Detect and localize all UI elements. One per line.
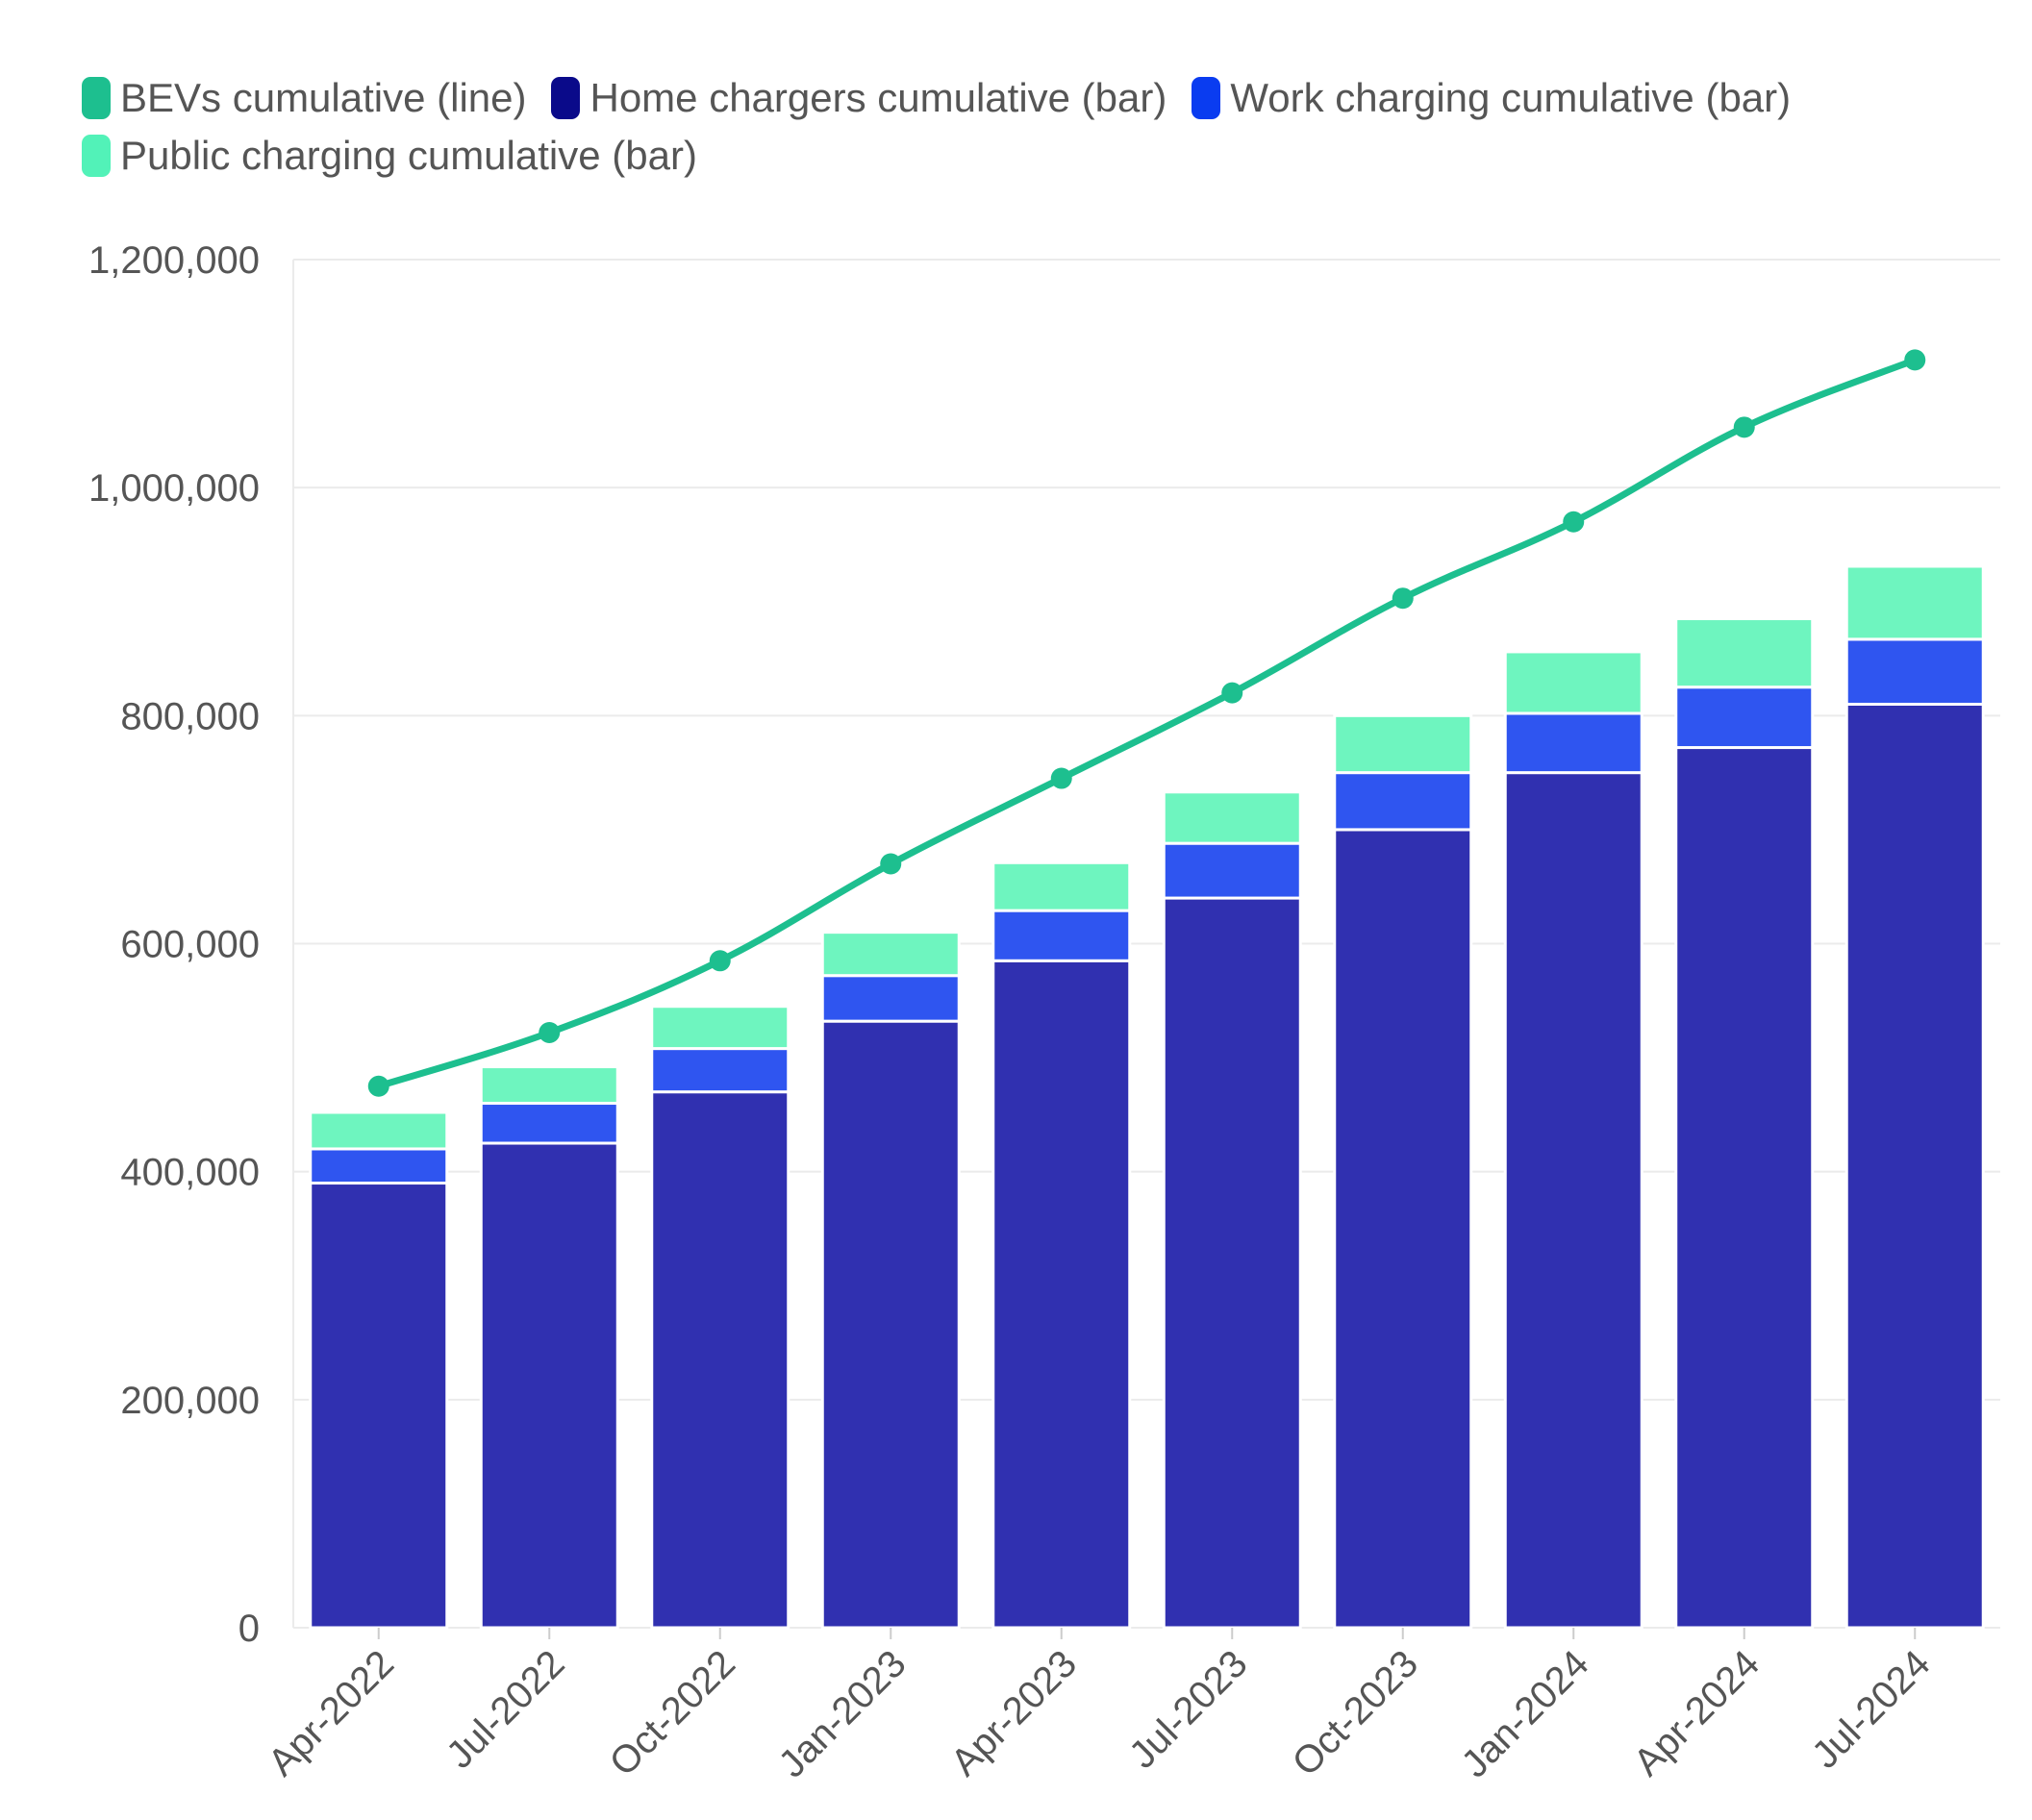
point-bevs[interactable] bbox=[367, 1075, 389, 1097]
x-axis: Apr-2022 Jul-2022 Oct-2022 Jan-2023 Apr-2023… bbox=[261, 1628, 1939, 1785]
bar-home[interactable] bbox=[1844, 702, 1985, 1630]
x-tick-label: Apr-2022 bbox=[261, 1642, 402, 1783]
x-tick-label: Jan-2024 bbox=[1454, 1642, 1597, 1785]
bar-work[interactable] bbox=[1333, 771, 1473, 832]
bar-public[interactable] bbox=[1333, 713, 1473, 775]
point-bevs[interactable] bbox=[1733, 416, 1755, 438]
x-tick-label: Jul-2024 bbox=[1804, 1642, 1939, 1777]
y-tick-label: 0 bbox=[238, 1608, 260, 1650]
bar-work[interactable] bbox=[1162, 841, 1302, 900]
bar-work[interactable] bbox=[650, 1047, 790, 1094]
point-bevs[interactable] bbox=[1221, 682, 1243, 704]
y-tick-label: 400,000 bbox=[120, 1152, 260, 1194]
bar-layer bbox=[309, 564, 1985, 1630]
bar-work[interactable] bbox=[1844, 637, 1985, 706]
line-bevs bbox=[377, 357, 1917, 1090]
bar-work[interactable] bbox=[1674, 686, 1815, 750]
bar-public[interactable] bbox=[309, 1110, 449, 1151]
legend-label-public: Public charging cumulative (bar) bbox=[120, 133, 697, 178]
x-tick-label: Oct-2022 bbox=[602, 1642, 743, 1783]
bar-home[interactable] bbox=[479, 1141, 619, 1630]
x-tick-label: Jan-2023 bbox=[771, 1642, 915, 1785]
point-bevs[interactable] bbox=[539, 1021, 561, 1043]
point-bevs[interactable] bbox=[1050, 767, 1072, 789]
point-bevs[interactable] bbox=[1392, 587, 1414, 610]
bar-public[interactable] bbox=[1162, 790, 1302, 845]
bar-home[interactable] bbox=[1333, 828, 1473, 1630]
bar-public[interactable] bbox=[650, 1005, 790, 1051]
bar-work[interactable] bbox=[1503, 711, 1643, 775]
bar-public[interactable] bbox=[479, 1065, 619, 1106]
bar-public[interactable] bbox=[991, 860, 1132, 912]
y-tick-label: 1,000,000 bbox=[88, 467, 260, 510]
point-bevs[interactable] bbox=[1563, 511, 1585, 533]
x-tick-label: Apr-2024 bbox=[1626, 1642, 1768, 1783]
legend-item-public[interactable]: Public charging cumulative (bar) bbox=[82, 133, 697, 179]
legend-label-home: Home chargers cumulative (bar) bbox=[590, 75, 1167, 120]
bar-work[interactable] bbox=[309, 1147, 449, 1185]
bar-home[interactable] bbox=[1503, 771, 1643, 1630]
x-tick-label: Oct-2023 bbox=[1285, 1642, 1426, 1783]
legend-swatch-home bbox=[551, 77, 581, 119]
bar-public[interactable] bbox=[820, 931, 961, 978]
point-bevs[interactable] bbox=[1904, 349, 1926, 371]
legend-label-bevs: BEVs cumulative (line) bbox=[120, 75, 527, 120]
legend-swatch-public bbox=[82, 135, 111, 177]
y-tick-label: 600,000 bbox=[120, 924, 260, 966]
bar-work[interactable] bbox=[820, 974, 961, 1023]
bar-home[interactable] bbox=[650, 1090, 790, 1630]
legend: BEVs cumulative (line) Home chargers cum… bbox=[82, 75, 1967, 179]
bar-home[interactable] bbox=[309, 1182, 449, 1630]
line-layer bbox=[367, 349, 1926, 1097]
bar-public[interactable] bbox=[1844, 564, 1985, 641]
legend-label-work: Work charging cumulative (bar) bbox=[1230, 75, 1792, 120]
y-tick-label: 1,200,000 bbox=[88, 239, 260, 282]
bar-home[interactable] bbox=[991, 959, 1132, 1630]
bar-home[interactable] bbox=[1162, 896, 1302, 1630]
point-bevs[interactable] bbox=[709, 950, 731, 972]
legend-item-home[interactable]: Home chargers cumulative (bar) bbox=[551, 75, 1167, 121]
y-tick-label: 200,000 bbox=[120, 1380, 260, 1422]
x-tick-label: Jul-2022 bbox=[439, 1642, 573, 1777]
x-tick-label: Apr-2023 bbox=[943, 1642, 1085, 1783]
legend-item-bevs[interactable]: BEVs cumulative (line) bbox=[82, 75, 526, 121]
bar-public[interactable] bbox=[1503, 650, 1643, 715]
bar-home[interactable] bbox=[1674, 746, 1815, 1630]
y-axis: 0 200,000 400,000 600,000 800,000 1,000,000 1,… bbox=[88, 239, 260, 1650]
x-tick-label: Jul-2023 bbox=[1121, 1642, 1256, 1777]
bar-work[interactable] bbox=[991, 909, 1132, 962]
bar-public[interactable] bbox=[1674, 617, 1815, 689]
y-tick-label: 800,000 bbox=[120, 695, 260, 737]
bar-work[interactable] bbox=[479, 1102, 619, 1145]
point-bevs[interactable] bbox=[880, 853, 902, 875]
legend-item-work[interactable]: Work charging cumulative (bar) bbox=[1192, 75, 1791, 121]
legend-swatch-work bbox=[1192, 77, 1221, 119]
bar-home[interactable] bbox=[820, 1019, 961, 1630]
legend-swatch-bevs bbox=[82, 77, 111, 119]
